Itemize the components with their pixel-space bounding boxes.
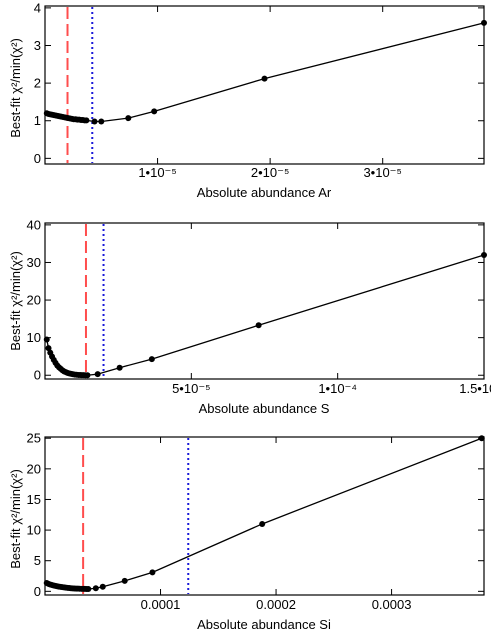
y-tick-label: 5 bbox=[34, 553, 41, 568]
data-point bbox=[92, 585, 99, 592]
plot-frame bbox=[44, 5, 485, 165]
data-point bbox=[125, 115, 132, 122]
y-tick-label: 15 bbox=[27, 492, 41, 507]
y-tick-label: 10 bbox=[27, 523, 41, 538]
data-point bbox=[85, 585, 92, 592]
y-tick-label: 30 bbox=[27, 255, 41, 270]
series-line bbox=[46, 254, 485, 376]
y-tick-label: 10 bbox=[27, 330, 41, 345]
data-point bbox=[151, 108, 158, 115]
x-tick-label: 1.5•10⁻⁴ bbox=[459, 381, 491, 396]
panel-si: Best-fit χ²/min(χ²) 0.0001 0.0002 0.0003 0 5… bbox=[8, 431, 485, 632]
y-tick-label: 20 bbox=[27, 461, 41, 476]
data-point bbox=[94, 371, 101, 378]
data-point bbox=[121, 577, 128, 584]
y-axis-label: Best-fit χ²/min(χ²) bbox=[8, 469, 23, 569]
data-point bbox=[83, 117, 90, 124]
x-tick-label: 0.0002 bbox=[256, 597, 296, 612]
x-tick-label: 1•10⁻⁴ bbox=[318, 381, 357, 396]
data-point bbox=[259, 520, 266, 527]
x-tick-label: 3•10⁻⁵ bbox=[363, 165, 402, 180]
data-point bbox=[116, 364, 123, 371]
panel-ar: Best-fit χ²/min(χ²) 1•10⁻⁵ 2•10⁻⁵ 3•10⁻⁵01… bbox=[8, 0, 487, 200]
y-axis-label: Best-fit χ²/min(χ²) bbox=[8, 251, 23, 351]
y-tick-label: 4 bbox=[34, 0, 41, 15]
x-tick-label: 5•10⁻⁵ bbox=[172, 381, 211, 396]
y-axis-label: Best-fit χ²/min(χ²) bbox=[8, 38, 23, 138]
y-tick-label: 0 bbox=[34, 368, 41, 383]
y-tick-label: 0 bbox=[34, 151, 41, 166]
data-point bbox=[45, 345, 52, 352]
panel-s-marks: 5•10⁻⁵ 1•10⁻⁴ 1.5•10⁻⁴ 0 10 20 30 40 bbox=[27, 217, 491, 396]
data-point bbox=[261, 75, 268, 82]
data-point bbox=[99, 583, 106, 590]
y-tick-label: 3 bbox=[34, 38, 41, 53]
x-axis-label: Absolute abundance Si bbox=[197, 617, 331, 632]
data-point bbox=[84, 372, 91, 379]
x-tick-label: 0.0001 bbox=[141, 597, 181, 612]
panel-ar-marks: 1•10⁻⁵ 2•10⁻⁵ 3•10⁻⁵ 0 1 2 3 4 bbox=[34, 0, 487, 180]
y-tick-label: 20 bbox=[27, 293, 41, 308]
y-tick-label: 40 bbox=[27, 217, 41, 232]
data-point bbox=[149, 569, 156, 576]
x-tick-label: 1•10⁻⁵ bbox=[138, 165, 177, 180]
data-point bbox=[255, 322, 262, 329]
panel-si-marks: 0.0001 0.0002 0.0003 0 5 10 15 20 25 bbox=[27, 431, 485, 612]
plot-frame bbox=[44, 436, 485, 596]
x-axis-label: Absolute abundance S bbox=[199, 401, 330, 416]
series-line bbox=[46, 22, 485, 123]
x-tick-label: 2•10⁻⁵ bbox=[251, 165, 290, 180]
plot-frame bbox=[44, 222, 485, 380]
panel-s: Best-fit χ²/min(χ²) 5•10⁻⁵ 1•10⁻⁴ 1.5•10⁻⁴… bbox=[8, 217, 491, 416]
x-axis-label: Absolute abundance Ar bbox=[197, 185, 332, 200]
y-tick-label: 0 bbox=[34, 584, 41, 599]
series-line bbox=[46, 437, 482, 590]
x-tick-label: 0.0003 bbox=[372, 597, 412, 612]
y-tick-label: 25 bbox=[27, 431, 41, 446]
data-point bbox=[91, 118, 98, 125]
data-point bbox=[148, 356, 155, 363]
y-tick-label: 2 bbox=[34, 76, 41, 91]
y-tick-label: 1 bbox=[34, 113, 41, 128]
data-point bbox=[98, 118, 105, 125]
